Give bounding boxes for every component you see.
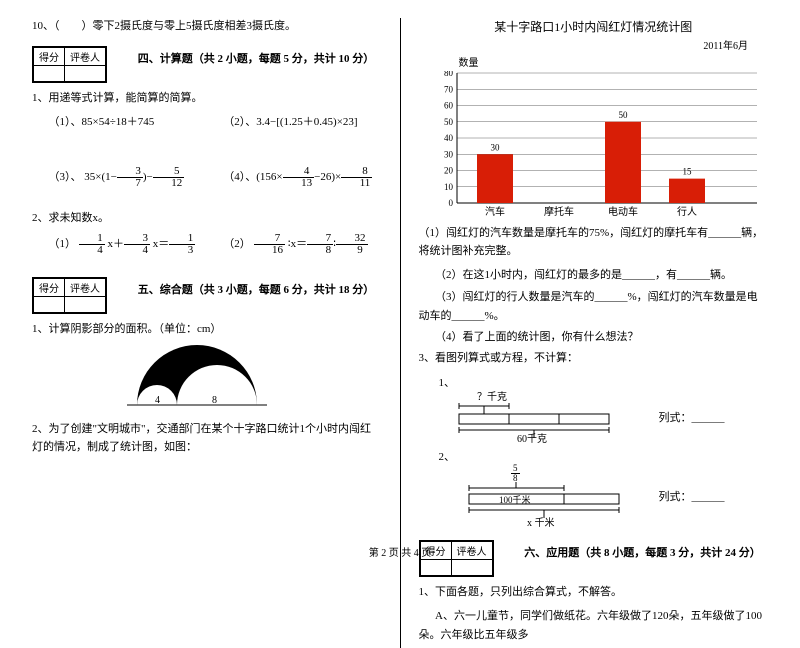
right-q3: 3、看图列算式或方程，不计算： [419,350,769,368]
stat-c3: （3）闯红灯的行人数量是汽车的______%，闯红灯的汽车数量是电动车的____… [419,288,769,325]
svg-text:x 千米: x 千米 [527,516,555,528]
stat-c2: （2）在这1小时内，闯红灯的最多的是______，有______辆。 [419,266,769,285]
semicircle-figure: 4 8 [107,345,307,415]
diagram-1: ？千克 60千克 [449,390,629,444]
sec4-q1: 1、用递等式计算，能简算的简算。 [32,90,382,108]
sec4-q2: 2、求未知数x。 [32,210,382,228]
svg-text:100千米: 100千米 [499,494,531,505]
q2b: （2） 716 ∶x＝78∶329 [207,233,382,256]
stat-c4: （4）看了上面的统计图，你有什么想法？ [419,328,769,347]
q1c: （3）、 35×(1−37)−512 [32,166,207,189]
svg-text:40: 40 [444,133,454,143]
svg-text:行人: 行人 [677,205,697,218]
svg-text:50: 50 [618,110,628,120]
bar-chart: 0 10 20 30 40 50 60 70 80 30 汽车 摩托车 50 电动车 15 行人 [419,71,759,221]
svg-text:汽车: 汽车 [485,205,505,218]
svg-text:30: 30 [444,149,454,159]
q1a: （1）、85×54÷18＋745 [32,113,207,132]
chart-ylabel: 数量 [459,54,769,69]
svg-text:30: 30 [490,142,500,152]
eq2: 列式：______ [659,488,725,504]
score-box-5: 得分评卷人 [32,277,107,314]
q1b: （2）、3.4−[(1.25＋0.45)×23] [207,113,382,132]
score-box: 得分评卷人 [32,46,107,83]
sec5-q1: 1、计算阴影部分的面积。（单位：cm） [32,321,382,339]
svg-text:70: 70 [444,84,454,94]
svg-text:摩托车: 摩托车 [544,205,574,218]
svg-text:80: 80 [444,71,454,78]
q2a: （1） 14 x＋34 x＝13 [32,233,207,256]
svg-text:60千克: 60千克 [517,433,547,444]
svg-text:4: 4 [155,395,160,406]
svg-text:20: 20 [444,166,454,176]
sec6-q1: 1、下面各题，只列出综合算式，不解答。 [419,584,769,602]
svg-text:10: 10 [444,182,454,192]
question-10: 10、（ ）零下2摄氏度与零上5摄氏度相差3摄氏度。 [32,18,382,36]
chart-date: 2011年6月 [419,37,749,52]
svg-text:？千克: ？千克 [477,391,507,403]
q1d: （4）、(156×413−26)×811 [207,166,382,189]
svg-text:8: 8 [212,395,217,406]
svg-text:0: 0 [448,198,453,208]
svg-text:15: 15 [682,167,692,177]
chart-title: 某十字路口1小时内闯红灯情况统计图 [419,18,769,35]
sec5-q2: 2、为了创建"文明城市"，交通部门在某个十字路口统计1个小时内闯红灯的情况，制成… [32,421,382,456]
diagram-2: 58 100千米 x 千米 [449,464,639,528]
svg-text:电动车: 电动车 [608,205,638,218]
svg-text:60: 60 [444,101,454,111]
page-footer: 第 2 页 共 4 页 [0,544,800,559]
sec6-q1a: A、六一儿童节，同学们做纸花。六年级做了120朵，五年级做了100朵。六年级比五… [419,607,769,644]
stat-c1: （1）闯红灯的汽车数量是摩托车的75%，闯红灯的摩托车有______辆，将统计图… [419,225,769,260]
section-5-title: 五、综合题（共 3 小题，每题 6 分，共计 18 分） [138,281,375,297]
svg-text:50: 50 [444,117,454,127]
eq1: 列式：______ [659,409,725,425]
section-4-title: 四、计算题（共 2 小题，每题 5 分，共计 10 分） [138,50,375,66]
